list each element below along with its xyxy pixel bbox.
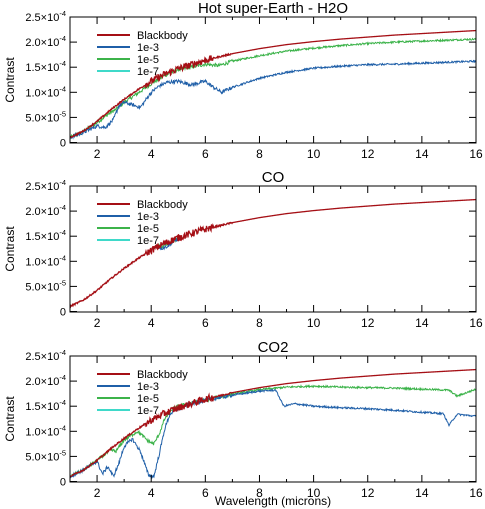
x-tick-label: 10	[307, 486, 321, 500]
x-tick-label: 16	[469, 486, 483, 500]
panel-1: Hot super-Earth - H2O 2 4 6 8 10 12 14 16 0 5.0×10…	[3, 0, 483, 161]
x-tick-label: 2	[94, 316, 101, 330]
y-tick-label: 1.5×10-4	[25, 59, 66, 74]
x-tick-label: 4	[148, 147, 155, 161]
y-tick-label: 1.0×10-4	[25, 423, 66, 438]
x-tick-label: 14	[415, 316, 429, 330]
x-tick-label: 8	[256, 316, 263, 330]
series-line-1e-3	[70, 388, 476, 480]
x-tick-label: 6	[202, 147, 209, 161]
x-tick-label: 6	[202, 486, 209, 500]
legend-label: 1e-5	[137, 54, 159, 66]
chart-title: CO2	[258, 339, 289, 356]
chart-title: CO	[262, 169, 285, 186]
plot-frame	[69, 355, 477, 483]
y-tick-label: 1.5×10-4	[25, 228, 66, 243]
y-tick-label: 2.0×10-4	[25, 203, 66, 218]
x-tick-label: 14	[415, 147, 429, 161]
y-axis-label: Contrast	[3, 396, 17, 442]
x-tick-label: 16	[469, 316, 483, 330]
legend-label: 1e-7	[137, 235, 159, 247]
x-tick-label: 12	[361, 147, 375, 161]
chart-title: Hot super-Earth - H2O	[198, 0, 348, 17]
y-tick-label: 5.0×10-5	[25, 448, 66, 463]
panel-3: CO2 2 4 6 8 10 12 14 16 0 5.0×10-5 1.0×10-4 1.5×10-4…	[3, 339, 483, 508]
x-tick-label: 2	[94, 486, 101, 500]
x-tick-label: 10	[307, 316, 321, 330]
x-tick-label: 12	[361, 486, 375, 500]
y-tick-label: 2.5×10-4	[25, 178, 66, 193]
series-group	[70, 198, 476, 309]
x-tick-label: 16	[469, 147, 483, 161]
y-tick-label: 1.5×10-4	[25, 398, 66, 413]
y-tick-label: 5.0×10-5	[25, 109, 66, 124]
legend-label: 1e-7	[137, 66, 159, 78]
legend-label: 1e-5	[137, 223, 159, 235]
plot-frame	[69, 185, 477, 313]
legend-label: 1e-7	[137, 405, 159, 417]
y-tick-label: 2.0×10-4	[25, 373, 66, 388]
y-tick-label: 2.5×10-4	[25, 9, 66, 24]
plot-frame	[69, 16, 477, 144]
series-line-Blackbody	[70, 198, 476, 309]
x-tick-label: 2	[94, 147, 101, 161]
x-tick-label: 4	[148, 316, 155, 330]
y-tick-label: 1.0×10-4	[25, 253, 66, 268]
series-line-1e-5	[70, 384, 476, 479]
legend-label: Blackbody	[137, 369, 188, 381]
x-tick-label: 6	[202, 316, 209, 330]
series-line-1e-3	[70, 59, 476, 140]
x-tick-label: 8	[256, 486, 263, 500]
series-line-Blackbody	[70, 368, 476, 478]
x-axis-label: Wavelength (microns)	[215, 494, 331, 508]
legend-label: 1e-5	[137, 393, 159, 405]
x-tick-label: 12	[361, 316, 375, 330]
legend-label: Blackbody	[137, 199, 188, 211]
x-tick-label: 14	[415, 486, 429, 500]
series-group	[70, 29, 476, 140]
y-tick-label: 0	[60, 306, 66, 318]
y-tick-label: 0	[60, 476, 66, 488]
y-axis-label: Contrast	[3, 57, 17, 103]
y-tick-label: 5.0×10-5	[25, 278, 66, 293]
y-tick-label: 1.0×10-4	[25, 84, 66, 99]
legend-label: 1e-3	[137, 42, 159, 54]
y-tick-label: 2.5×10-4	[25, 348, 66, 363]
x-tick-label: 4	[148, 486, 155, 500]
series-line-1e-5	[70, 37, 476, 140]
legend-label: Blackbody	[137, 30, 188, 42]
series-group	[70, 368, 476, 480]
legend-label: 1e-3	[137, 381, 159, 393]
panel-2: CO 2 4 6 8 10 12 14 16 0 5.0×10-5 1.0×10-4 1.5×10-4 2…	[3, 169, 483, 330]
x-tick-label: 10	[307, 147, 321, 161]
y-tick-label: 2.0×10-4	[25, 34, 66, 49]
series-line-Blackbody	[70, 29, 476, 139]
y-tick-label: 0	[60, 137, 66, 149]
y-axis-label: Contrast	[3, 226, 17, 272]
x-tick-label: 8	[256, 147, 263, 161]
legend-label: 1e-3	[137, 211, 159, 223]
